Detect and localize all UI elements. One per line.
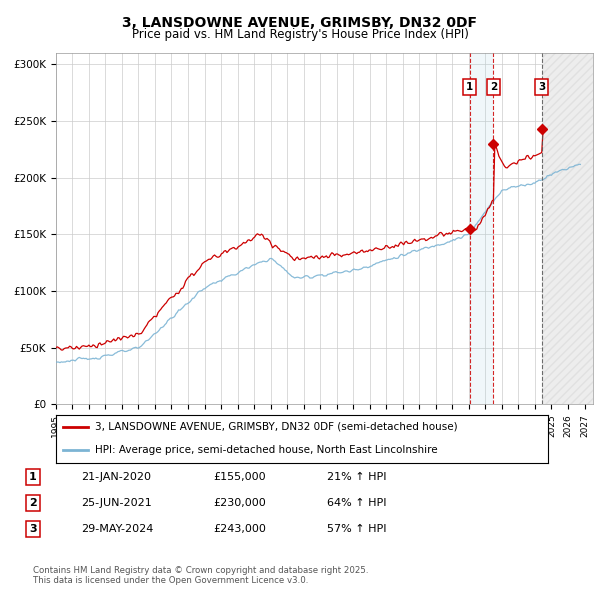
Text: 3: 3 — [29, 524, 37, 533]
Text: 21% ↑ HPI: 21% ↑ HPI — [327, 472, 386, 481]
Text: Contains HM Land Registry data © Crown copyright and database right 2025.
This d: Contains HM Land Registry data © Crown c… — [33, 566, 368, 585]
Bar — [542, 53, 593, 404]
Text: £230,000: £230,000 — [213, 498, 266, 507]
Bar — [542, 53, 593, 404]
Text: 64% ↑ HPI: 64% ↑ HPI — [327, 498, 386, 507]
Text: 3: 3 — [538, 82, 545, 92]
Text: £155,000: £155,000 — [213, 472, 266, 481]
Text: 1: 1 — [29, 472, 37, 481]
Text: 25-JUN-2021: 25-JUN-2021 — [81, 498, 152, 507]
Text: 3, LANSDOWNE AVENUE, GRIMSBY, DN32 0DF: 3, LANSDOWNE AVENUE, GRIMSBY, DN32 0DF — [122, 16, 478, 30]
Text: 3, LANSDOWNE AVENUE, GRIMSBY, DN32 0DF (semi-detached house): 3, LANSDOWNE AVENUE, GRIMSBY, DN32 0DF (… — [95, 422, 458, 432]
Text: 2: 2 — [490, 82, 497, 92]
Text: Price paid vs. HM Land Registry's House Price Index (HPI): Price paid vs. HM Land Registry's House … — [131, 28, 469, 41]
Text: 57% ↑ HPI: 57% ↑ HPI — [327, 524, 386, 533]
Text: 1: 1 — [466, 82, 473, 92]
Text: £243,000: £243,000 — [213, 524, 266, 533]
Text: 29-MAY-2024: 29-MAY-2024 — [81, 524, 154, 533]
Bar — [470, 53, 493, 404]
Text: 21-JAN-2020: 21-JAN-2020 — [81, 472, 151, 481]
Text: HPI: Average price, semi-detached house, North East Lincolnshire: HPI: Average price, semi-detached house,… — [95, 445, 438, 455]
Text: 2: 2 — [29, 498, 37, 507]
